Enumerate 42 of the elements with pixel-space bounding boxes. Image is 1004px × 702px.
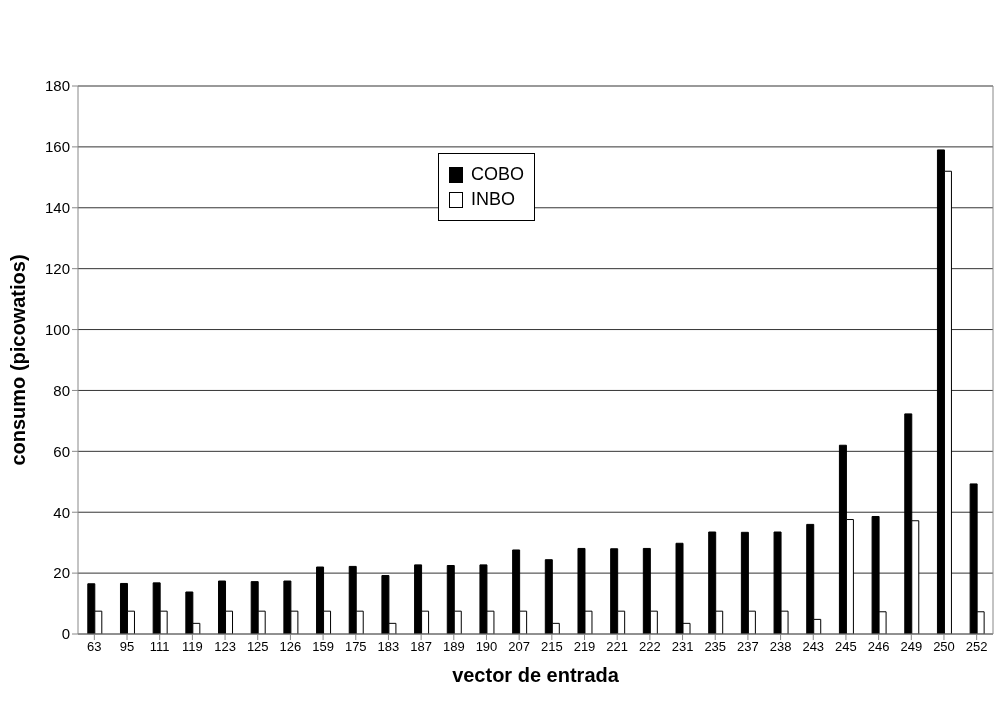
y-tick-label: 140 — [44, 199, 70, 217]
x-tick-label: 95 — [119, 639, 135, 655]
x-tick-label: 219 — [573, 639, 596, 655]
y-tick-label: 100 — [44, 320, 70, 338]
x-tick-label: 252 — [965, 639, 988, 655]
y-axis-title: consumo (picowatios) — [7, 254, 30, 466]
x-tick-label: 231 — [671, 639, 694, 655]
x-tick-label: 190 — [475, 639, 498, 655]
y-tick-label: 60 — [53, 442, 70, 460]
x-tick-label: 175 — [344, 639, 367, 655]
y-tick-label: 160 — [44, 138, 70, 156]
x-tick-label: 111 — [149, 639, 170, 655]
x-axis-title: vector de entrada — [452, 664, 620, 686]
x-tick-label: 183 — [377, 639, 400, 655]
y-tick-label: 180 — [44, 77, 70, 95]
x-tick-label: 189 — [442, 639, 465, 655]
x-tick-label: 159 — [312, 639, 334, 655]
x-tick-label: 123 — [214, 639, 236, 655]
y-tick-label: 80 — [53, 381, 70, 399]
x-tick-label: 222 — [639, 639, 661, 655]
x-tick-label: 243 — [802, 639, 825, 655]
x-tick-label: 125 — [246, 639, 269, 655]
x-tick-label: 238 — [769, 639, 792, 655]
x-tick-label: 207 — [508, 639, 531, 655]
x-tick-label: 221 — [606, 639, 629, 655]
x-tick-label: 237 — [737, 639, 759, 655]
x-tick-label: 119 — [182, 639, 203, 655]
legend-label: INBO — [471, 189, 516, 210]
x-tick-label: 235 — [704, 639, 727, 655]
x-tick-label: 187 — [410, 639, 432, 655]
x-tick-label: 249 — [900, 639, 923, 655]
x-tick-label: 215 — [540, 639, 563, 655]
y-tick-label: 40 — [53, 503, 70, 521]
y-tick-label: 0 — [61, 625, 70, 643]
x-tick-label: 245 — [835, 639, 857, 655]
legend-label: COBO — [471, 164, 525, 185]
y-tick-label: 20 — [53, 564, 70, 582]
x-tick-label: 63 — [87, 639, 102, 655]
y-tick-label: 120 — [44, 259, 70, 277]
x-tick-label: 246 — [867, 639, 890, 655]
x-tick-label: 126 — [279, 639, 302, 655]
x-tick-label: 250 — [933, 639, 955, 655]
